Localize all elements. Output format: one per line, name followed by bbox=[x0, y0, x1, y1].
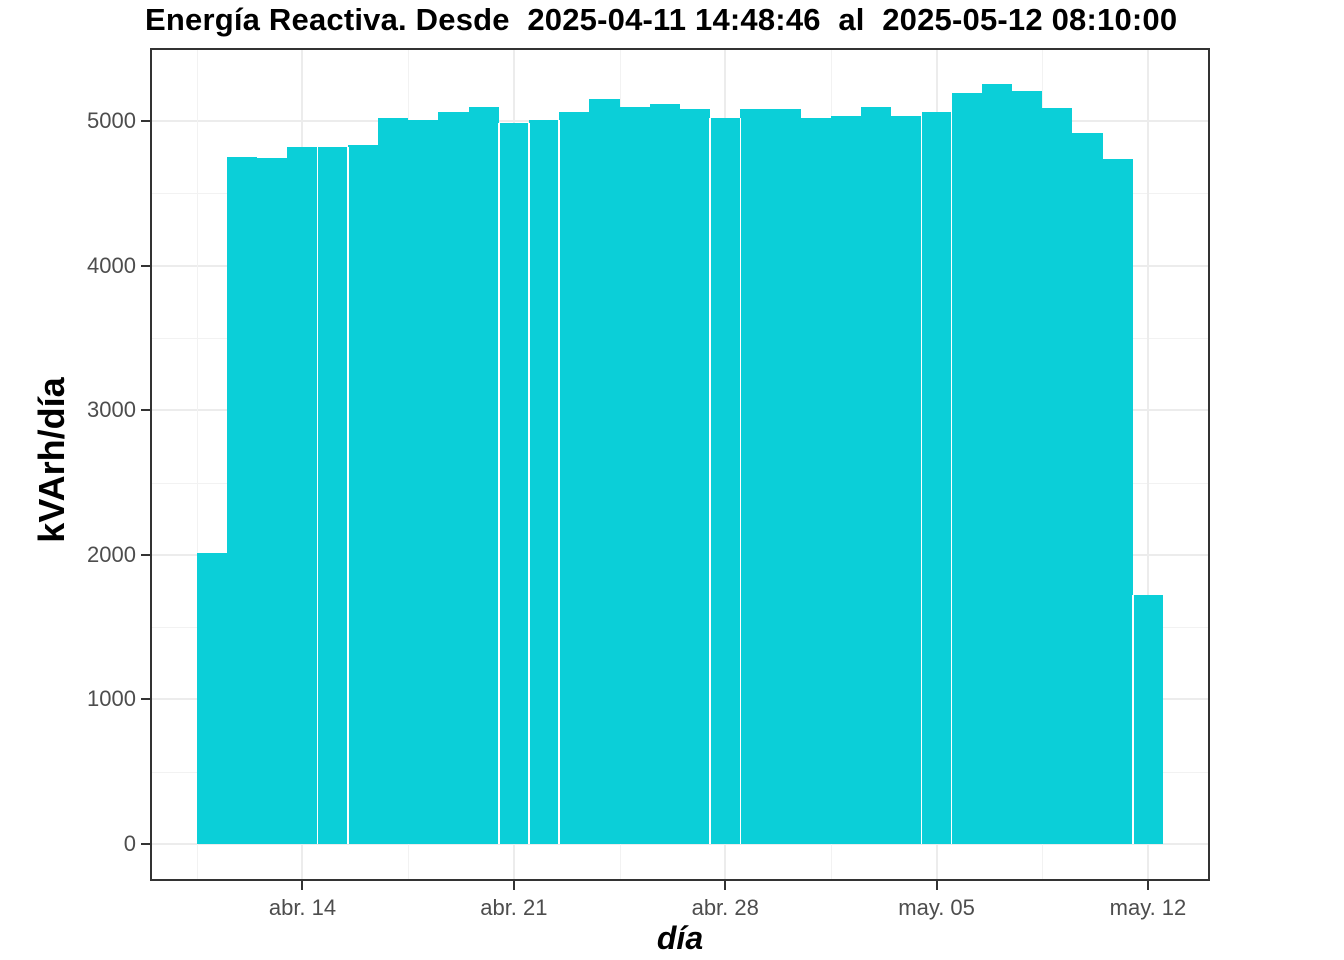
y-tick-label: 2000 bbox=[87, 541, 136, 567]
x-tick-mark bbox=[301, 881, 304, 890]
bar-2025-05-11 bbox=[1102, 159, 1133, 844]
bar-2025-04-15 bbox=[317, 147, 348, 844]
bar-2025-05-09 bbox=[1042, 107, 1073, 844]
bar-2025-04-16 bbox=[347, 144, 378, 844]
y-tick-mark bbox=[141, 120, 150, 122]
x-tick-label: abr. 28 bbox=[691, 895, 759, 920]
bar-separator-seam bbox=[920, 115, 923, 844]
bar-separator-seam bbox=[316, 147, 319, 844]
x-tick-label: may. 12 bbox=[1109, 895, 1187, 920]
plot-panel bbox=[150, 48, 1210, 881]
bar-2025-04-12 bbox=[226, 157, 258, 844]
bar-separator-seam bbox=[528, 123, 530, 844]
bar-separator-seam bbox=[739, 118, 742, 844]
y-tick-mark bbox=[141, 409, 150, 412]
gridline-vertical-minor bbox=[196, 50, 198, 879]
gridline-horizontal-major bbox=[152, 843, 1208, 845]
gridline-vertical-major bbox=[1146, 50, 1149, 879]
bar-2025-05-02 bbox=[830, 115, 862, 844]
bar-2025-04-11 bbox=[196, 553, 227, 844]
chart-title: Energía Reactiva. Desde 2025-04-11 14:48… bbox=[145, 2, 1178, 37]
y-tick-mark bbox=[141, 553, 150, 556]
y-tick-label: 5000 bbox=[87, 108, 136, 133]
bar-2025-05-08 bbox=[1012, 91, 1043, 844]
x-tick-label: abr. 21 bbox=[480, 895, 548, 920]
x-axis-title: día bbox=[656, 920, 704, 956]
bar-2025-04-30 bbox=[770, 108, 801, 844]
bar-2025-04-14 bbox=[287, 147, 318, 844]
bar-2025-04-20 bbox=[468, 107, 499, 844]
y-tick-mark bbox=[141, 698, 150, 701]
bar-2025-05-06 bbox=[951, 92, 982, 844]
bar-2025-04-29 bbox=[740, 108, 771, 844]
bar-2025-05-05 bbox=[921, 112, 952, 844]
bar-separator-seam bbox=[498, 123, 500, 844]
bar-separator-seam bbox=[558, 120, 560, 844]
y-tick-label: 4000 bbox=[87, 252, 136, 278]
bar-2025-04-25 bbox=[619, 107, 650, 844]
y-tick-label: 3000 bbox=[87, 397, 136, 423]
x-tick-label: may. 05 bbox=[898, 895, 975, 920]
bar-2025-05-10 bbox=[1072, 133, 1103, 844]
x-tick-mark bbox=[512, 881, 515, 890]
bar-2025-04-23 bbox=[559, 112, 590, 844]
y-tick-mark bbox=[141, 843, 150, 845]
bar-separator-seam bbox=[950, 112, 953, 844]
bar-2025-05-04 bbox=[891, 115, 922, 844]
bar-2025-04-22 bbox=[528, 120, 560, 844]
bar-2025-05-12 bbox=[1132, 595, 1164, 844]
bar-2025-04-13 bbox=[257, 157, 288, 844]
bar-2025-04-24 bbox=[589, 99, 620, 844]
y-tick-mark bbox=[141, 264, 150, 267]
bar-2025-04-17 bbox=[377, 118, 409, 844]
bar-2025-05-07 bbox=[981, 84, 1013, 844]
bar-2025-05-01 bbox=[800, 118, 831, 844]
y-tick-label: 0 bbox=[123, 831, 136, 856]
x-tick-mark bbox=[724, 881, 727, 890]
bar-2025-05-03 bbox=[861, 107, 892, 844]
bar-2025-04-18 bbox=[408, 120, 439, 844]
x-tick-label: abr. 14 bbox=[268, 895, 337, 920]
x-tick-mark bbox=[935, 881, 938, 890]
x-tick-mark bbox=[1146, 881, 1149, 890]
bar-2025-04-19 bbox=[438, 112, 469, 844]
bar-2025-04-26 bbox=[649, 103, 680, 844]
bar-separator-seam bbox=[709, 118, 711, 844]
bar-separator-seam bbox=[347, 147, 349, 844]
bar-2025-04-27 bbox=[679, 108, 711, 844]
bar-2025-04-28 bbox=[710, 118, 741, 844]
bar-separator-seam bbox=[1132, 595, 1134, 844]
y-tick-label: 1000 bbox=[87, 686, 136, 712]
bar-2025-04-21 bbox=[498, 123, 529, 844]
